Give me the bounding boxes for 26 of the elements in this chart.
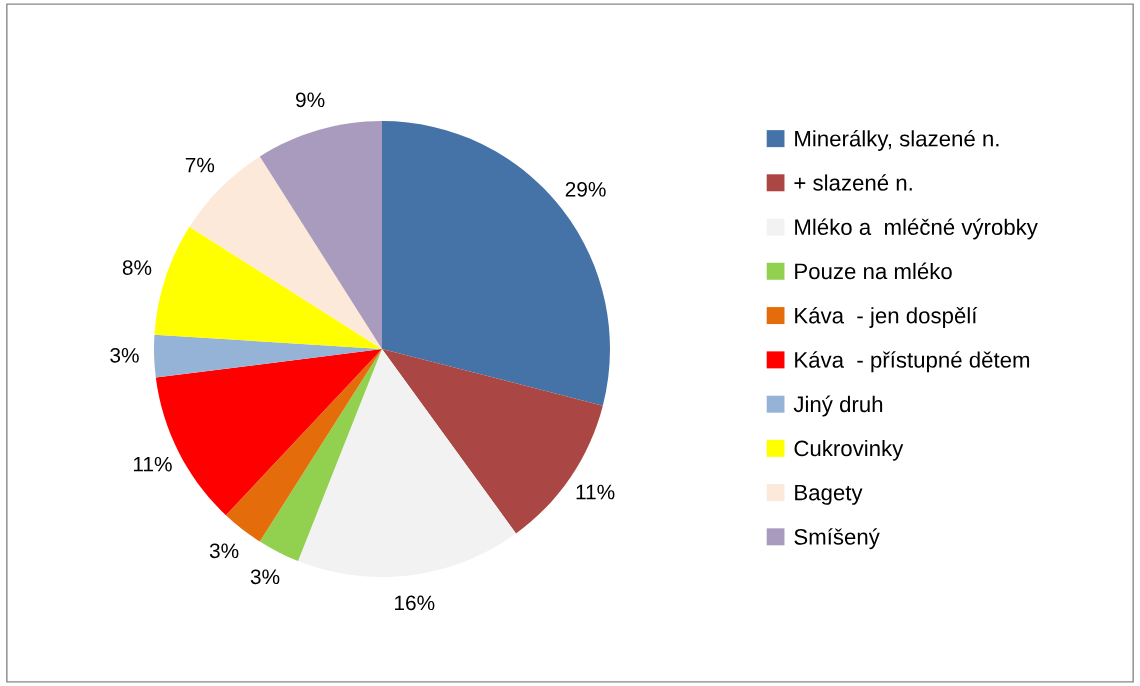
legend-label: Smíšený [794,528,880,550]
pie-slice [382,121,610,406]
pie-slice [154,226,382,349]
data-label: 7% [185,157,215,173]
data-label: 9% [296,92,325,108]
data-label: 11% [576,484,615,500]
pie-slice [259,349,382,561]
data-label: 3% [250,569,280,585]
legend-label: Káva - přístupné dětem [795,351,1030,373]
pie-slice [225,349,382,542]
data-label: 3% [110,347,139,363]
pie-slice [259,121,382,349]
data-label: 11% [133,456,172,472]
data-label: 29% [565,181,606,197]
pie-slice [298,349,517,577]
data-label: 16% [395,595,435,611]
legend-label: Mléko a mléčné výrobky [795,218,1038,240]
legend-label: Káva - jen dospělí [795,306,978,328]
legend-label: Jiný druh [793,395,883,417]
legend-label: Bagety [795,484,863,505]
data-label: 3% [209,543,239,559]
legend-label: Minerálky, slazené n. [795,129,999,151]
legend-label: Pouze na mléko [795,262,952,280]
legend-label: Cukrovinky [794,439,904,461]
legend-label: + slazené n. [794,174,912,191]
data-label: 8% [122,260,152,275]
